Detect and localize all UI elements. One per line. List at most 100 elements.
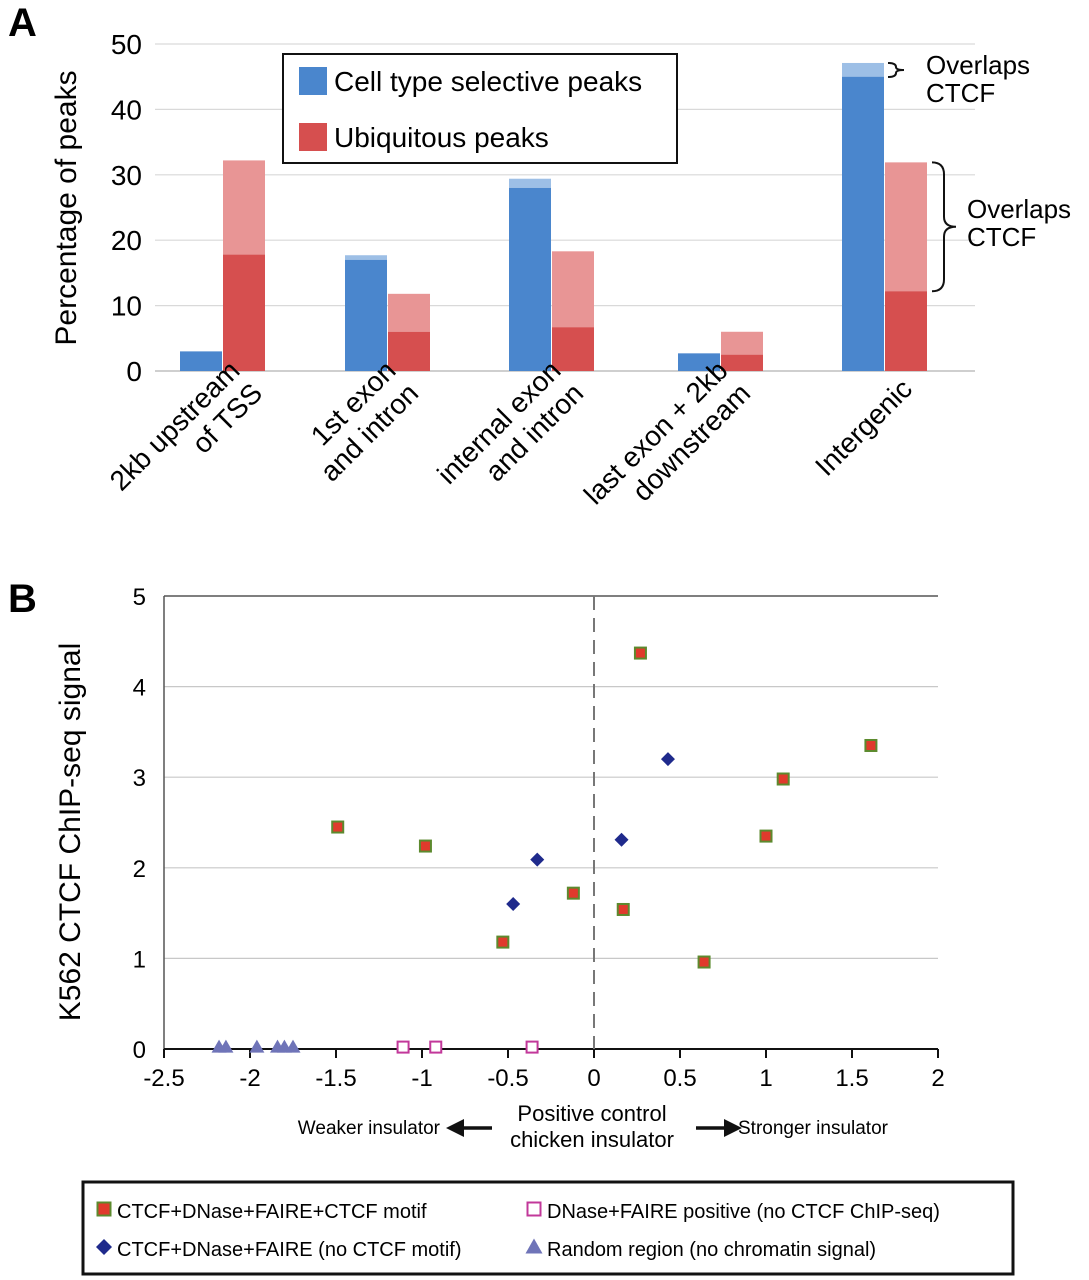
positive-control-label: Positive control chicken insulator bbox=[510, 1101, 674, 1152]
panel-b-plot-frame bbox=[163, 595, 938, 1050]
legend-label: CTCF+DNase+FAIRE (no CTCF motif) bbox=[117, 1239, 462, 1261]
legend-label: Ubiquitous peaks bbox=[334, 122, 549, 153]
legend-swatch bbox=[299, 67, 327, 95]
legend-marker bbox=[96, 1201, 112, 1217]
panel-a-category-labels: 2kb upstreamof TSS 1st exonand intron inte… bbox=[104, 355, 918, 533]
data-point bbox=[776, 772, 790, 786]
data-point bbox=[616, 902, 630, 916]
x-tick-label: -0.5 bbox=[487, 1065, 528, 1092]
legend-marker bbox=[96, 1239, 112, 1255]
brace bbox=[887, 61, 905, 78]
x-tick-label: 1.5 bbox=[835, 1065, 868, 1092]
weaker-insulator-label: Weaker insulator bbox=[298, 1118, 441, 1139]
data-point bbox=[614, 832, 629, 847]
panel-a-legend: Cell type selective peaks Ubiquitous peak… bbox=[282, 53, 678, 164]
annotation-text: Overlaps CTCF bbox=[926, 50, 1030, 108]
bar bbox=[721, 354, 763, 371]
data-point bbox=[396, 1040, 410, 1054]
legend-box bbox=[81, 1180, 1015, 1276]
data-point bbox=[697, 955, 711, 969]
data-point bbox=[331, 820, 345, 834]
legend-label: Random region (no chromatin signal) bbox=[547, 1239, 876, 1261]
legend-box bbox=[282, 53, 678, 164]
legend-label: Cell type selective peaks bbox=[334, 66, 642, 97]
y-tick-label: 50 bbox=[111, 29, 142, 60]
data-point bbox=[496, 935, 510, 949]
bar-overlap-ctcf bbox=[223, 160, 265, 255]
left-arrow-head bbox=[446, 1119, 464, 1137]
data-point bbox=[429, 1040, 443, 1054]
right-arrow-head bbox=[724, 1119, 742, 1137]
stronger-insulator-label: Stronger insulator bbox=[738, 1118, 889, 1139]
y-tick-label: 10 bbox=[111, 291, 142, 322]
panel-b-x-annotation: Weaker insulator Positive control chicken … bbox=[298, 1101, 889, 1152]
bar bbox=[678, 353, 720, 371]
data-point bbox=[530, 852, 545, 867]
data-point bbox=[525, 1040, 539, 1054]
bar-overlap-ctcf bbox=[842, 62, 884, 77]
data-point bbox=[864, 738, 878, 752]
bar-overlap-ctcf bbox=[509, 178, 551, 188]
data-point bbox=[759, 829, 773, 843]
bar bbox=[180, 351, 222, 371]
panel-a-label: A bbox=[8, 1, 37, 45]
y-tick-label: 5 bbox=[133, 584, 146, 611]
legend-marker bbox=[526, 1201, 542, 1217]
bar bbox=[345, 259, 387, 371]
panel-b-ticks: -2.5 -2 -1.5 -1 -0.5 0 0.5 1 1.5 2 0 1 2 3 4 5 bbox=[133, 584, 945, 1092]
bar-overlap-ctcf bbox=[552, 251, 594, 328]
y-tick-label: 20 bbox=[111, 225, 142, 256]
panel-b-points bbox=[211, 646, 878, 1054]
y-tick-label: 2 bbox=[133, 856, 146, 883]
legend-marker bbox=[525, 1238, 543, 1254]
x-tick-label: -2.5 bbox=[143, 1065, 184, 1092]
bar bbox=[885, 291, 927, 371]
x-tick-label: 1 bbox=[759, 1065, 772, 1092]
x-tick-label: 0.5 bbox=[663, 1065, 696, 1092]
legend-label: DNase+FAIRE positive (no CTCF ChIP-seq) bbox=[547, 1201, 940, 1223]
y-tick-label: 4 bbox=[133, 675, 146, 702]
bar bbox=[552, 327, 594, 371]
y-tick-label: 1 bbox=[133, 946, 146, 973]
x-tick-label: -1 bbox=[411, 1065, 432, 1092]
bar bbox=[388, 331, 430, 371]
bar bbox=[223, 254, 265, 371]
bar-overlap-ctcf bbox=[345, 255, 387, 260]
brace bbox=[931, 161, 957, 293]
panel-a-y-ticks: 0 10 20 30 40 50 bbox=[111, 29, 142, 387]
y-tick-label: 30 bbox=[111, 160, 142, 191]
data-point bbox=[418, 839, 432, 853]
x-tick-label: 2 bbox=[931, 1065, 944, 1092]
data-point bbox=[660, 752, 675, 767]
y-tick-label: 0 bbox=[126, 356, 142, 387]
data-point bbox=[566, 886, 580, 900]
category-label: last exon + 2kbdownstream bbox=[578, 355, 756, 533]
annotation-text: Overlaps CTCF bbox=[967, 194, 1071, 252]
panel-a-bars bbox=[180, 62, 927, 371]
bar-overlap-ctcf bbox=[388, 293, 430, 332]
bar bbox=[509, 187, 551, 371]
y-tick-label: 0 bbox=[133, 1037, 146, 1064]
panel-b-y-axis-label: K562 CTCF ChIP-seq signal bbox=[54, 643, 87, 1022]
category-label: internal exonand intron bbox=[431, 355, 589, 513]
panel-a-annotations: Overlaps CTCF Overlaps CTCF bbox=[887, 50, 1071, 293]
x-tick-label: -2 bbox=[239, 1065, 260, 1092]
legend-label: CTCF+DNase+FAIRE+CTCF motif bbox=[117, 1201, 427, 1223]
bar-overlap-ctcf bbox=[885, 162, 927, 292]
bar bbox=[842, 76, 884, 371]
y-tick-label: 3 bbox=[133, 765, 146, 792]
data-point bbox=[633, 646, 647, 660]
data-point bbox=[249, 1039, 265, 1053]
x-tick-label: -1.5 bbox=[315, 1065, 356, 1092]
category-label: Intergenic bbox=[809, 373, 918, 482]
panel-a-y-axis-label: Percentage of peaks bbox=[50, 70, 83, 345]
legend-swatch bbox=[299, 123, 327, 151]
category-label: 1st exonand intron bbox=[292, 355, 425, 488]
data-point bbox=[285, 1039, 301, 1053]
data-point bbox=[218, 1039, 234, 1053]
x-tick-label: 0 bbox=[587, 1065, 600, 1092]
y-tick-label: 40 bbox=[111, 94, 142, 125]
panel-b-label: B bbox=[8, 577, 37, 621]
data-point bbox=[506, 897, 521, 912]
